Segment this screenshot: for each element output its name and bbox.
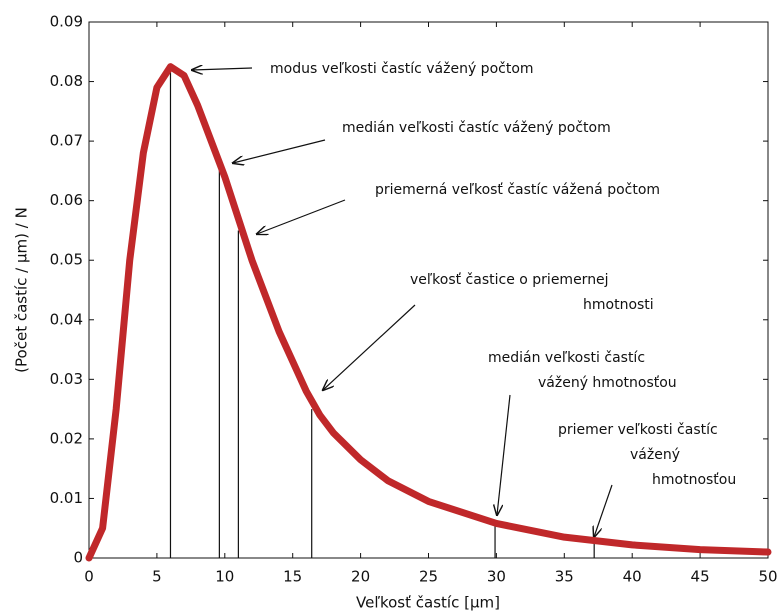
annotation: veľkosť častice o priemernej	[410, 272, 609, 288]
annotation-arrow	[192, 68, 253, 70]
x-axis-label: Veľkosť častíc [μm]	[356, 594, 500, 612]
annotation-arrow	[257, 199, 346, 234]
x-tick-label: 30	[487, 568, 506, 586]
annotation-arrow	[323, 304, 416, 390]
annotation-arrow	[233, 139, 326, 163]
y-tick-label: 0.06	[50, 191, 83, 209]
x-tick-label: 25	[419, 568, 438, 586]
y-tick-label: 0.03	[50, 370, 83, 388]
annotation: vážený hmotnosťou	[538, 375, 677, 391]
x-tick-label: 45	[691, 568, 710, 586]
x-tick-label: 5	[152, 568, 162, 586]
x-tick-label: 35	[555, 568, 574, 586]
y-tick-label: 0.04	[50, 310, 83, 328]
x-tick-label: 15	[283, 568, 302, 586]
y-tick-label: 0.05	[50, 251, 83, 269]
x-tick-label: 0	[84, 568, 94, 586]
annotation: modus veľkosti častíc vážený počtom	[270, 61, 534, 77]
y-tick-label: 0.08	[50, 72, 83, 90]
annotation: medián veľkosti častíc vážený počtom	[342, 120, 611, 136]
y-tick-label: 0.09	[50, 13, 83, 31]
annotation-arrow	[594, 484, 613, 537]
annotation: medián veľkosti častíc	[488, 350, 645, 366]
annotation: hmotnosti	[583, 297, 654, 313]
y-axis-label: (Počet častíc / μm) / N	[13, 207, 31, 373]
y-tick-label: 0.01	[50, 489, 83, 507]
curve	[85, 63, 772, 562]
annotation: priemer veľkosti častíc	[558, 422, 718, 438]
y-tick-label: 0	[73, 549, 83, 567]
x-tick-label: 40	[623, 568, 642, 586]
annotation: vážený	[630, 447, 680, 463]
annotation-arrow	[497, 394, 511, 515]
x-tick-label: 10	[215, 568, 234, 586]
x-tick-label: 50	[758, 568, 777, 586]
y-tick-label: 0.02	[50, 429, 83, 447]
annotation: priemerná veľkosť častíc vážená počtom	[375, 182, 660, 198]
x-tick-label: 20	[351, 568, 370, 586]
annotation: hmotnosťou	[652, 472, 736, 488]
y-tick-label: 0.07	[50, 132, 83, 150]
